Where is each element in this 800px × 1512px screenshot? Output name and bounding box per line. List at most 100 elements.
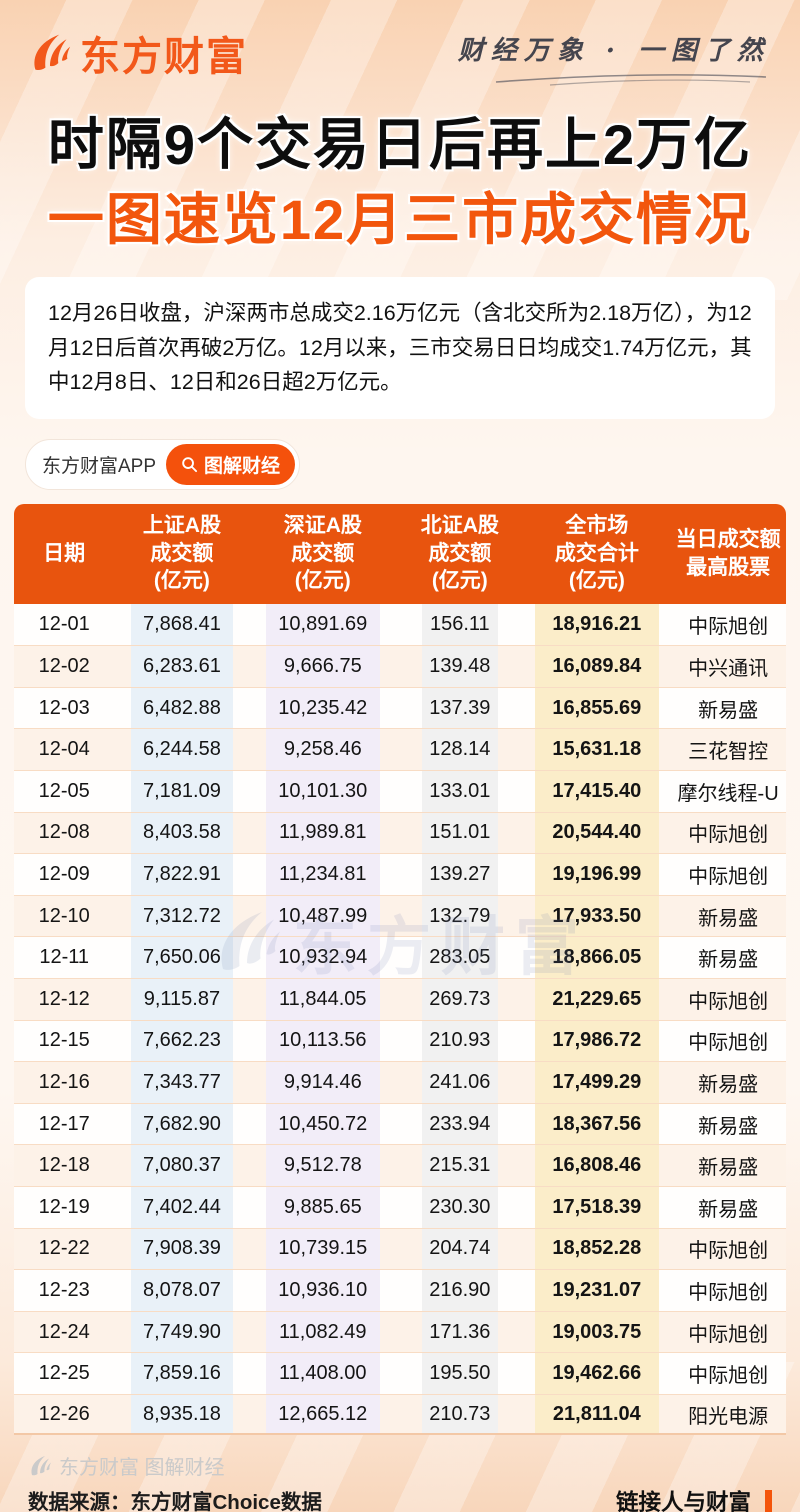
cell-sh-turnover: 7,402.44 <box>114 1186 249 1228</box>
value-band: 17,986.72 <box>534 1020 659 1062</box>
chart-topic-tag[interactable]: 图解财经 <box>166 443 296 485</box>
cell-top-stock: 三花智控 <box>688 741 769 764</box>
cell-total-turnover: 21,811.04 <box>524 1394 671 1434</box>
cell-sz-turnover: 10,936.10 <box>249 1270 396 1311</box>
cell-date: 12-24 <box>38 1320 90 1343</box>
cell-top-stock: 新易盛 <box>698 1115 759 1138</box>
cell-total-turnover: 16,808.46 <box>524 1145 671 1186</box>
column-header: 日期 <box>43 541 86 565</box>
cell-sh-turnover: 6,244.58 <box>114 729 249 770</box>
cell-date: 12-03 <box>38 696 90 719</box>
cell-top-stock: 中际旭创 <box>688 1032 769 1055</box>
cell-total-turnover: 17,986.72 <box>524 1020 671 1062</box>
cell-bj-turnover: 215.31 <box>396 1145 523 1186</box>
cell-bj-turnover: 139.27 <box>396 854 523 895</box>
cell-bj-turnover: 241.06 <box>396 1062 523 1103</box>
value-band: 17,415.40 <box>534 770 659 812</box>
cell-top-stock: 新易盛 <box>698 1157 759 1180</box>
value-band: 9,258.46 <box>265 729 380 770</box>
value-band: 7,343.77 <box>130 1062 233 1103</box>
cell-sz-turnover: 9,914.46 <box>249 1062 396 1103</box>
value-band: 7,822.91 <box>130 854 233 895</box>
value-band: 156.11 <box>421 603 498 646</box>
value-band: 21,811.04 <box>534 1394 659 1434</box>
cell-top-stock: 阳光电源 <box>688 1405 769 1428</box>
value-band: 10,936.10 <box>265 1270 380 1311</box>
cell-top-stock: 摩尔线程-U <box>677 782 779 805</box>
footer: 东方财富 图解财经 数据来源：东方财富Choice数据 截至2025年12月26… <box>28 1451 772 1512</box>
cell-total-turnover: 18,367.56 <box>524 1103 671 1145</box>
cell-sh-turnover: 7,908.39 <box>114 1228 249 1270</box>
cell-bj-turnover: 137.39 <box>396 687 523 729</box>
data-source-block: 数据来源：东方财富Choice数据 截至2025年12月26日 <box>28 1488 322 1512</box>
value-band: 9,115.87 <box>130 978 233 1020</box>
value-band: 10,891.69 <box>265 603 380 646</box>
cell-date: 12-25 <box>38 1362 90 1385</box>
cell-top-stock: 新易盛 <box>698 949 759 972</box>
value-band: 10,450.72 <box>265 1103 380 1145</box>
value-band: 9,666.75 <box>265 646 380 687</box>
value-band: 204.74 <box>421 1228 498 1270</box>
value-band: 16,855.69 <box>534 687 659 729</box>
value-band: 171.36 <box>421 1311 498 1353</box>
value-band: 6,283.61 <box>130 646 233 687</box>
cell-total-turnover: 15,631.18 <box>524 729 671 770</box>
table-body: 12-01 7,868.41 10,891.69 156.11 18,916.21 中际旭… <box>14 603 786 1436</box>
cell-top-stock: 中际旭创 <box>688 1323 769 1346</box>
cell-sh-turnover: 7,343.77 <box>114 1062 249 1103</box>
table-row: 12-12 9,115.87 11,844.05 269.73 21,229.65 中际旭… <box>14 977 786 1020</box>
cell-top-stock: 新易盛 <box>698 907 759 930</box>
value-band: 151.01 <box>421 812 498 854</box>
cell-bj-turnover: 128.14 <box>396 729 523 770</box>
table-row: 12-23 8,078.07 10,936.10 216.90 19,231.07 中际旭… <box>14 1269 786 1311</box>
value-band: 215.31 <box>421 1145 498 1186</box>
value-band: 283.05 <box>421 937 498 978</box>
footer-flame-logo-icon <box>31 1455 51 1476</box>
cell-sz-turnover: 9,666.75 <box>249 646 396 687</box>
cell-sh-turnover: 7,749.90 <box>114 1311 249 1353</box>
value-band: 7,859.16 <box>130 1353 233 1394</box>
cell-total-turnover: 18,852.28 <box>524 1228 671 1270</box>
value-band: 17,933.50 <box>534 895 659 937</box>
cell-total-turnover: 16,855.69 <box>524 687 671 729</box>
value-band: 9,914.46 <box>265 1062 380 1103</box>
cell-top-stock: 中兴通讯 <box>688 658 769 680</box>
value-band: 139.27 <box>421 854 498 895</box>
cell-date: 12-12 <box>38 987 90 1010</box>
value-band: 18,852.28 <box>534 1228 659 1270</box>
cell-total-turnover: 19,462.66 <box>524 1353 671 1394</box>
table-row: 12-15 7,662.23 10,113.56 210.93 17,986.72 中际旭… <box>14 1019 786 1062</box>
cell-top-stock: 中际旭创 <box>688 865 769 888</box>
cell-top-stock: 新易盛 <box>698 1198 759 1221</box>
cell-sz-turnover: 10,235.42 <box>249 687 396 729</box>
table-row: 12-09 7,822.91 11,234.81 139.27 19,196.99 中际旭… <box>14 853 786 895</box>
brand-logo-text: 东方财富 <box>80 35 248 79</box>
main-title: 时隔9个交易日后再上2万亿 <box>47 113 753 176</box>
cell-sh-turnover: 7,312.72 <box>114 895 249 937</box>
value-band: 17,499.29 <box>534 1062 659 1103</box>
cell-total-turnover: 17,518.39 <box>524 1186 671 1228</box>
value-band: 132.79 <box>421 895 498 937</box>
tagline-text: 财经万象 · 一图了然 <box>457 36 770 66</box>
cell-bj-turnover: 210.73 <box>396 1394 523 1434</box>
cell-date: 12-17 <box>38 1112 90 1135</box>
brand-logo: 东方财富 <box>28 24 248 82</box>
cell-bj-turnover: 204.74 <box>396 1228 523 1270</box>
value-band: 7,868.41 <box>130 603 233 646</box>
table-row: 12-04 6,244.58 9,258.46 128.14 15,631.18 三花智控 <box>14 728 786 770</box>
value-band: 18,866.05 <box>534 937 659 978</box>
search-icon <box>182 456 198 472</box>
cell-total-turnover: 17,933.50 <box>524 895 671 937</box>
table-row: 12-22 7,908.39 10,739.15 204.74 18,852.28 中际旭… <box>14 1227 786 1270</box>
cell-sz-turnover: 10,891.69 <box>249 603 396 646</box>
column-header: 北证A股 成交额 (亿元) <box>420 514 499 593</box>
cell-top-stock: 中际旭创 <box>688 615 769 638</box>
value-band: 11,234.81 <box>265 854 380 895</box>
cell-date: 12-08 <box>38 821 90 844</box>
badge-row: 东方财富APP 图解财经 <box>25 438 800 490</box>
cell-date: 12-23 <box>38 1278 90 1301</box>
app-badge[interactable]: 东方财富APP 图解财经 <box>25 438 301 490</box>
column-header: 当日成交额 最高股票 <box>675 527 781 579</box>
value-band: 269.73 <box>421 978 498 1020</box>
cell-sh-turnover: 8,078.07 <box>114 1270 249 1311</box>
